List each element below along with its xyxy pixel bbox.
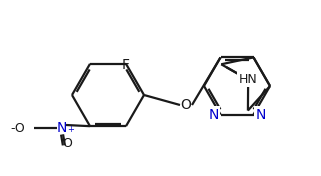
Text: O: O <box>180 98 191 112</box>
Text: -O: -O <box>10 121 25 134</box>
Text: HN: HN <box>239 73 257 86</box>
Text: N: N <box>208 108 219 122</box>
Text: N: N <box>256 108 266 122</box>
Text: O: O <box>62 137 72 150</box>
Text: +: + <box>67 125 74 134</box>
Text: N: N <box>57 121 67 135</box>
Text: F: F <box>122 58 130 72</box>
